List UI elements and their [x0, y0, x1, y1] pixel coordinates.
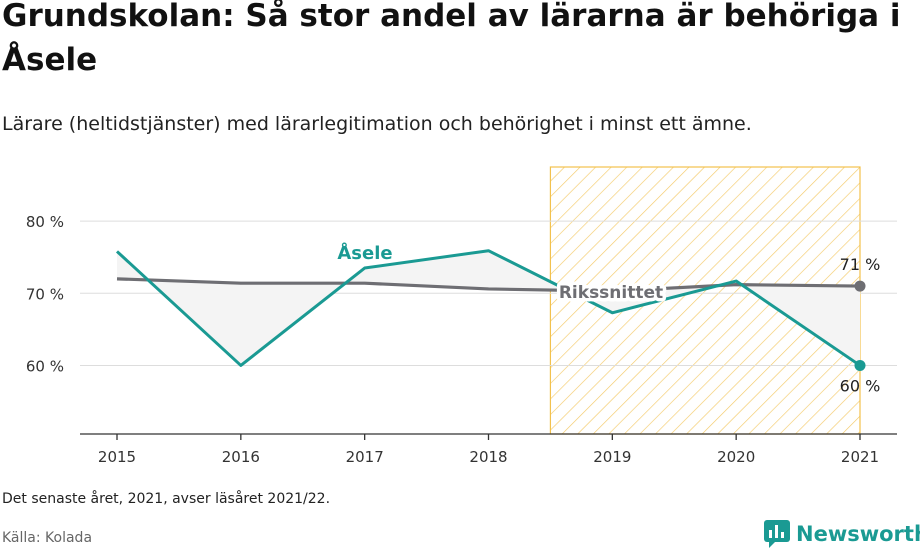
end-label-rikssnittet: 71 % — [840, 255, 881, 274]
end-point-asele — [854, 359, 866, 371]
end-point-rikssnittet — [854, 280, 866, 292]
newsworthy-logo-icon — [764, 520, 790, 548]
gap-area — [117, 250, 860, 366]
footnote: Det senaste året, 2021, avser läsåret 20… — [2, 491, 331, 507]
chart-subtitle: Lärare (heltidstjänster) med lärarlegiti… — [2, 113, 752, 135]
y-tick-label: 60 % — [26, 357, 64, 375]
x-tick-label: 2017 — [346, 448, 384, 466]
brand-name: Newsworthy — [796, 522, 920, 546]
source-note: Källa: Kolada — [2, 530, 93, 546]
series-label-asele: Åsele — [337, 241, 392, 264]
y-tick-label: 80 % — [26, 213, 64, 231]
x-tick-label: 2019 — [593, 448, 631, 466]
x-tick-label: 2021 — [841, 448, 879, 466]
chart-title: Grundskolan: Så stor andel av lärarna är… — [2, 0, 901, 78]
x-tick-label: 2020 — [717, 448, 755, 466]
series-line-rikssnittet — [116, 277, 861, 293]
series-label-rikssnittet: Rikssnittet — [559, 283, 663, 303]
brand-logo: Newsworthy — [764, 518, 920, 550]
x-tick-label: 2018 — [469, 448, 507, 466]
x-tick-label: 2015 — [98, 448, 136, 466]
end-label-asele: 60 % — [840, 376, 881, 395]
x-tick-label: 2016 — [222, 448, 260, 466]
series-line-asele — [115, 249, 861, 367]
y-tick-label: 70 % — [26, 285, 64, 303]
